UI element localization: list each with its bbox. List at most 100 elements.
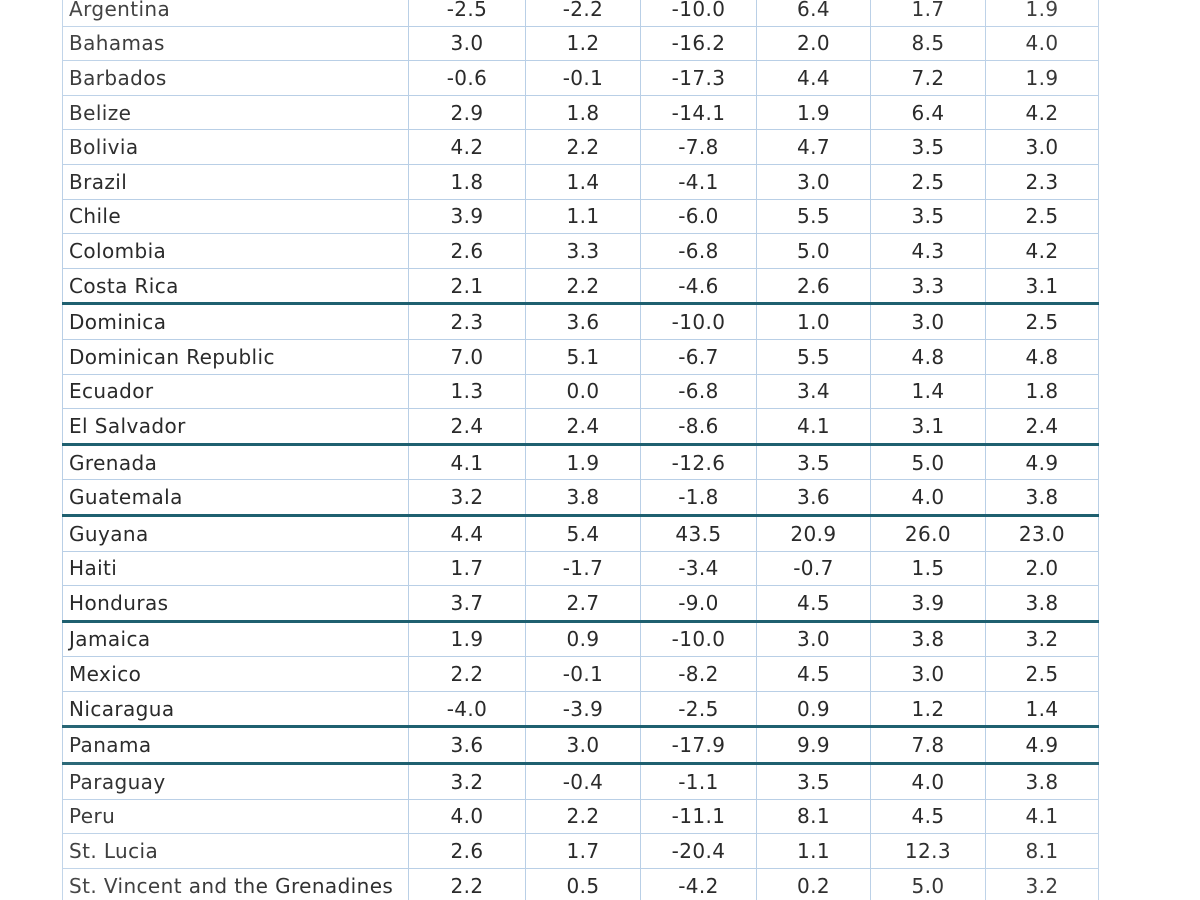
growth-value-cell: 1.4 <box>985 691 1099 729</box>
growth-value-cell: 4.1 <box>408 444 526 481</box>
growth-value-cell: 2.1 <box>408 268 526 306</box>
country-name-cell: St. Vincent and the Grenadines <box>62 868 409 900</box>
growth-value-cell: -4.0 <box>408 691 526 729</box>
country-name-cell: Guatemala <box>62 479 409 517</box>
table-row: Costa Rica 2.1 2.2 -4.6 2.6 3.3 3.1 <box>62 268 1099 306</box>
table-row: St. Lucia 2.6 1.7 -20.4 1.1 12.3 8.1 <box>62 833 1099 869</box>
growth-value-cell: 4.0 <box>408 799 526 835</box>
growth-value-cell: 9.9 <box>756 726 871 766</box>
country-name-cell: Haiti <box>62 551 409 587</box>
growth-value-cell: 3.6 <box>756 479 871 517</box>
country-name-cell: El Salvador <box>62 408 409 446</box>
growth-value-cell: 3.8 <box>985 763 1099 800</box>
growth-value-cell: 4.9 <box>985 726 1099 766</box>
growth-value-cell: 2.2 <box>408 868 526 900</box>
table-row: St. Vincent and the Grenadines 2.2 0.5 -4.2… <box>62 868 1099 900</box>
growth-value-cell: 3.2 <box>985 868 1099 900</box>
growth-value-cell: 4.8 <box>985 339 1099 375</box>
growth-value-cell: 2.4 <box>985 408 1099 446</box>
growth-value-cell: 2.9 <box>408 95 526 131</box>
country-name-cell: Dominica <box>62 303 409 340</box>
growth-value-cell: 2.6 <box>756 268 871 306</box>
growth-value-cell: 5.5 <box>756 199 871 235</box>
growth-value-cell: 4.4 <box>408 515 526 552</box>
growth-value-cell: 1.9 <box>408 621 526 658</box>
growth-value-cell: 3.5 <box>870 199 986 235</box>
growth-value-cell: 1.7 <box>408 551 526 587</box>
country-name-cell: Argentina <box>62 0 409 27</box>
growth-value-cell: 2.6 <box>408 233 526 269</box>
growth-value-cell: 1.9 <box>985 60 1099 96</box>
growth-value-cell: -0.1 <box>525 656 641 692</box>
country-name-cell: St. Lucia <box>62 833 409 869</box>
table-row: Paraguay 3.2 -0.4 -1.1 3.5 4.0 3.8 <box>62 763 1099 800</box>
growth-value-cell: 3.2 <box>408 763 526 800</box>
table-row: Nicaragua -4.0 -3.9 -2.5 0.9 1.2 1.4 <box>62 691 1099 729</box>
growth-value-cell: 3.0 <box>870 303 986 340</box>
growth-value-cell: 3.5 <box>870 129 986 165</box>
growth-value-cell: 6.4 <box>870 95 986 131</box>
country-name-cell: Paraguay <box>62 763 409 800</box>
growth-value-cell: -11.1 <box>640 799 757 835</box>
table-row: Dominica 2.3 3.6 -10.0 1.0 3.0 2.5 <box>62 303 1099 340</box>
growth-value-cell: 0.5 <box>525 868 641 900</box>
growth-value-cell: 5.0 <box>870 444 986 481</box>
growth-value-cell: -12.6 <box>640 444 757 481</box>
growth-value-cell: 3.0 <box>525 726 641 766</box>
growth-value-cell: 2.0 <box>756 26 871 62</box>
growth-value-cell: 2.3 <box>985 164 1099 200</box>
growth-value-cell: 5.5 <box>756 339 871 375</box>
growth-value-cell: 1.2 <box>870 691 986 729</box>
growth-value-cell: 2.5 <box>985 656 1099 692</box>
growth-value-cell: 4.2 <box>408 129 526 165</box>
growth-value-cell: 3.7 <box>408 585 526 623</box>
growth-value-cell: 1.2 <box>525 26 641 62</box>
table-row: Barbados -0.6 -0.1 -17.3 4.4 7.2 1.9 <box>62 60 1099 96</box>
growth-value-cell: 2.4 <box>525 408 641 446</box>
growth-value-cell: -4.2 <box>640 868 757 900</box>
growth-value-cell: 3.9 <box>870 585 986 623</box>
country-name-cell: Grenada <box>62 444 409 481</box>
growth-value-cell: 5.4 <box>525 515 641 552</box>
growth-value-cell: 3.2 <box>985 621 1099 658</box>
growth-value-cell: -17.3 <box>640 60 757 96</box>
table-row: Chile 3.9 1.1 -6.0 5.5 3.5 2.5 <box>62 199 1099 235</box>
country-name-cell: Ecuador <box>62 374 409 410</box>
growth-value-cell: -20.4 <box>640 833 757 869</box>
country-name-cell: Panama <box>62 726 409 766</box>
growth-value-cell: -0.6 <box>408 60 526 96</box>
growth-value-cell: 4.0 <box>870 763 986 800</box>
growth-value-cell: 4.0 <box>870 479 986 517</box>
growth-value-cell: 1.8 <box>985 374 1099 410</box>
country-name-cell: Mexico <box>62 656 409 692</box>
growth-value-cell: -3.9 <box>525 691 641 729</box>
country-name-cell: Belize <box>62 95 409 131</box>
growth-value-cell: -6.7 <box>640 339 757 375</box>
growth-value-cell: -0.1 <box>525 60 641 96</box>
growth-value-cell: 3.3 <box>525 233 641 269</box>
growth-value-cell: 7.2 <box>870 60 986 96</box>
growth-value-cell: 2.4 <box>408 408 526 446</box>
table-body: Argentina -2.5 -2.2 -10.0 6.4 1.7 1.9 Bahamas 3.… <box>62 0 1099 900</box>
growth-value-cell: 1.9 <box>985 0 1099 27</box>
growth-value-cell: 3.0 <box>756 164 871 200</box>
growth-value-cell: 4.5 <box>870 799 986 835</box>
growth-value-cell: 7.0 <box>408 339 526 375</box>
growth-value-cell: 4.4 <box>756 60 871 96</box>
country-name-cell: Bahamas <box>62 26 409 62</box>
growth-value-cell: 4.1 <box>756 408 871 446</box>
growth-value-cell: 2.5 <box>985 199 1099 235</box>
table-row: Ecuador 1.3 0.0 -6.8 3.4 1.4 1.8 <box>62 374 1099 410</box>
growth-value-cell: -8.2 <box>640 656 757 692</box>
growth-value-cell: 3.4 <box>756 374 871 410</box>
growth-value-cell: 23.0 <box>985 515 1099 552</box>
growth-value-cell: 43.5 <box>640 515 757 552</box>
growth-value-cell: 1.7 <box>870 0 986 27</box>
growth-value-cell: 3.5 <box>756 444 871 481</box>
country-name-cell: Peru <box>62 799 409 835</box>
growth-value-cell: 5.1 <box>525 339 641 375</box>
growth-value-cell: 3.0 <box>756 621 871 658</box>
growth-value-cell: 3.9 <box>408 199 526 235</box>
growth-value-cell: 1.9 <box>756 95 871 131</box>
growth-value-cell: 1.7 <box>525 833 641 869</box>
